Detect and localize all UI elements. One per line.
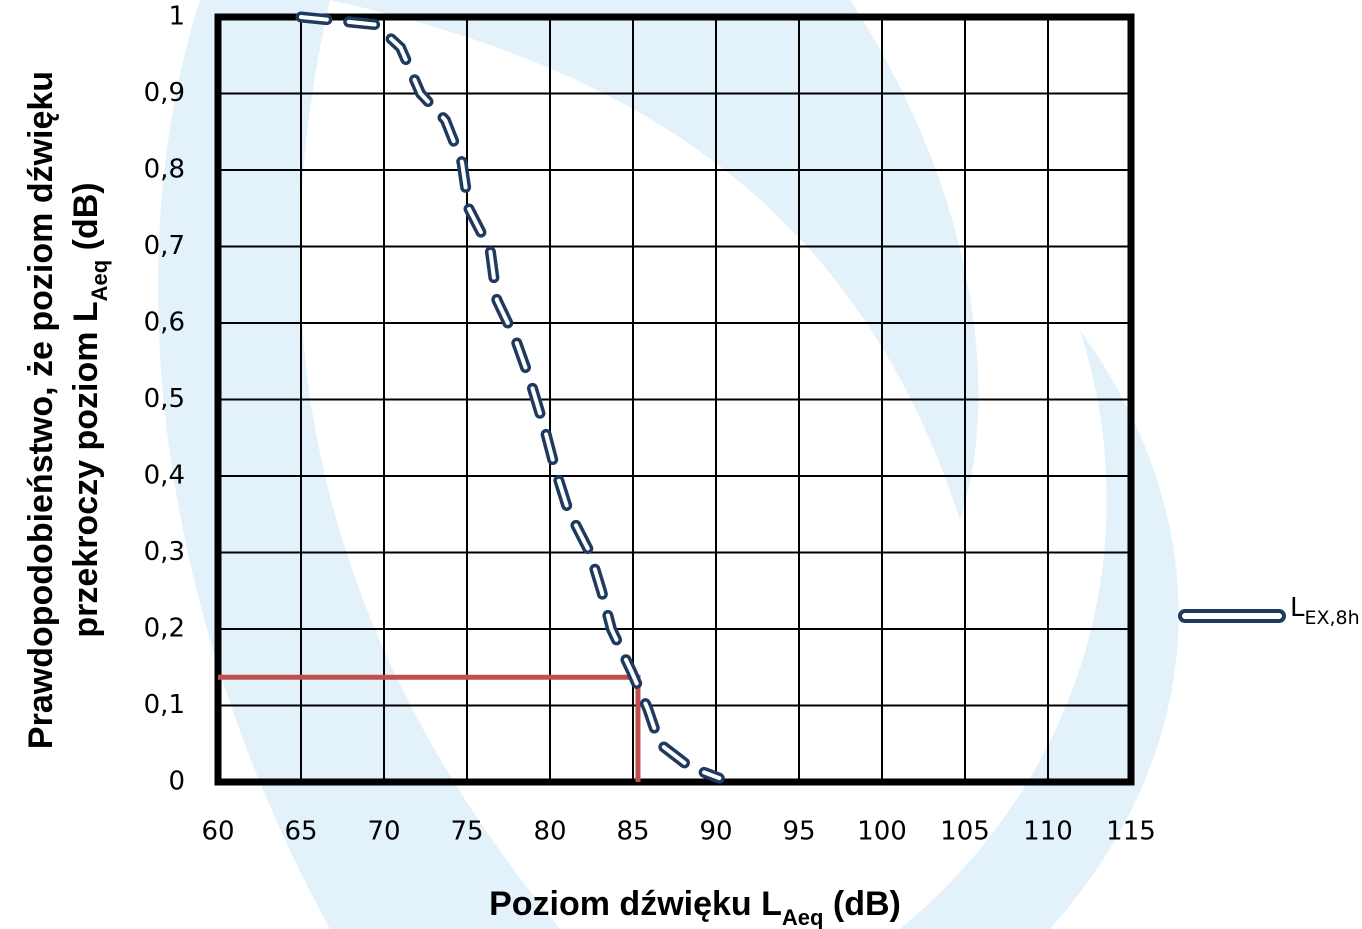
y-label-tail: (dB) bbox=[67, 182, 105, 259]
x-tick-label: 115 bbox=[1106, 817, 1156, 847]
x-tick-label: 100 bbox=[857, 817, 907, 847]
y-tick-label: 0,6 bbox=[144, 308, 185, 338]
y-tick-label: 0,4 bbox=[144, 461, 185, 491]
x-tick-label: 80 bbox=[533, 817, 566, 847]
x-tick-label: 105 bbox=[940, 817, 990, 847]
background-decoration bbox=[158, 0, 1179, 929]
y-axis-label: Prawdopodobieństwo, że poziom dźwięku pr… bbox=[22, 71, 112, 749]
x-tick-label: 85 bbox=[616, 817, 649, 847]
x-tick-label: 90 bbox=[699, 817, 732, 847]
y-tick-label: 0,3 bbox=[144, 537, 185, 567]
y-tick-label: 0,7 bbox=[144, 231, 185, 261]
y-tick-label: 1 bbox=[168, 2, 185, 32]
y-tick-label: 0,9 bbox=[144, 78, 185, 108]
x-label-tail: (dB) bbox=[823, 885, 900, 923]
y-label-line2: przekroczy poziom LAeq (dB) bbox=[67, 182, 112, 637]
y-tick-label: 0,8 bbox=[144, 155, 185, 185]
x-tick-label: 60 bbox=[201, 817, 234, 847]
y-tick-label: 0,2 bbox=[144, 614, 185, 644]
series-line-inner bbox=[299, 15, 722, 781]
legend-label: LEX,8h bbox=[1290, 593, 1360, 629]
legend-sub: EX,8h bbox=[1305, 607, 1360, 629]
x-axis-label: Poziom dźwięku LAeq (dB) bbox=[489, 885, 901, 929]
plot-frame bbox=[214, 13, 1135, 786]
x-tick-label: 70 bbox=[367, 817, 400, 847]
y-tick-label: 0,1 bbox=[144, 690, 185, 720]
y-tick-label: 0 bbox=[168, 767, 185, 797]
x-label-text: Poziom dźwięku L bbox=[489, 885, 782, 923]
x-tick-label: 110 bbox=[1023, 817, 1073, 847]
x-tick-label: 65 bbox=[284, 817, 317, 847]
legend-name: L bbox=[1290, 593, 1305, 623]
legend-swatch bbox=[1178, 609, 1286, 623]
x-label-sub: Aeq bbox=[782, 905, 824, 929]
x-tick-label: 95 bbox=[782, 817, 815, 847]
y-tick-label: 0,5 bbox=[144, 384, 185, 414]
y-label-text: przekroczy poziom L bbox=[67, 301, 105, 637]
y-label-sub: Aeq bbox=[87, 260, 112, 302]
y-label-line1: Prawdopodobieństwo, że poziom dźwięku bbox=[22, 71, 60, 749]
x-tick-label: 75 bbox=[450, 817, 483, 847]
